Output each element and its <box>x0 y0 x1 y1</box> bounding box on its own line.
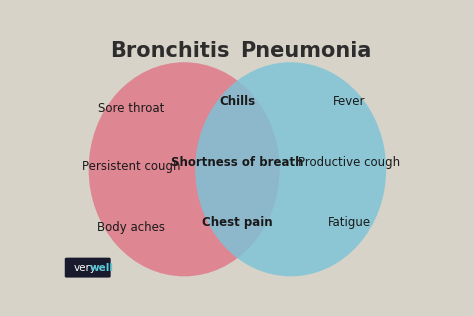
Text: Body aches: Body aches <box>97 221 165 234</box>
Ellipse shape <box>195 62 386 276</box>
Text: very: very <box>73 263 96 273</box>
Text: well: well <box>90 263 113 273</box>
Text: Fatigue: Fatigue <box>328 216 371 229</box>
Text: Sore throat: Sore throat <box>98 102 164 115</box>
Text: Chills: Chills <box>219 95 255 108</box>
Text: Persistent cough: Persistent cough <box>82 161 180 173</box>
Text: Shortness of breath: Shortness of breath <box>171 155 304 168</box>
Text: Bronchitis: Bronchitis <box>109 41 229 61</box>
FancyBboxPatch shape <box>65 258 110 277</box>
Text: Pneumonia: Pneumonia <box>240 41 371 61</box>
Text: Productive cough: Productive cough <box>299 155 401 168</box>
Ellipse shape <box>89 62 280 276</box>
Text: Fever: Fever <box>333 95 366 108</box>
Text: Chest pain: Chest pain <box>202 216 273 229</box>
